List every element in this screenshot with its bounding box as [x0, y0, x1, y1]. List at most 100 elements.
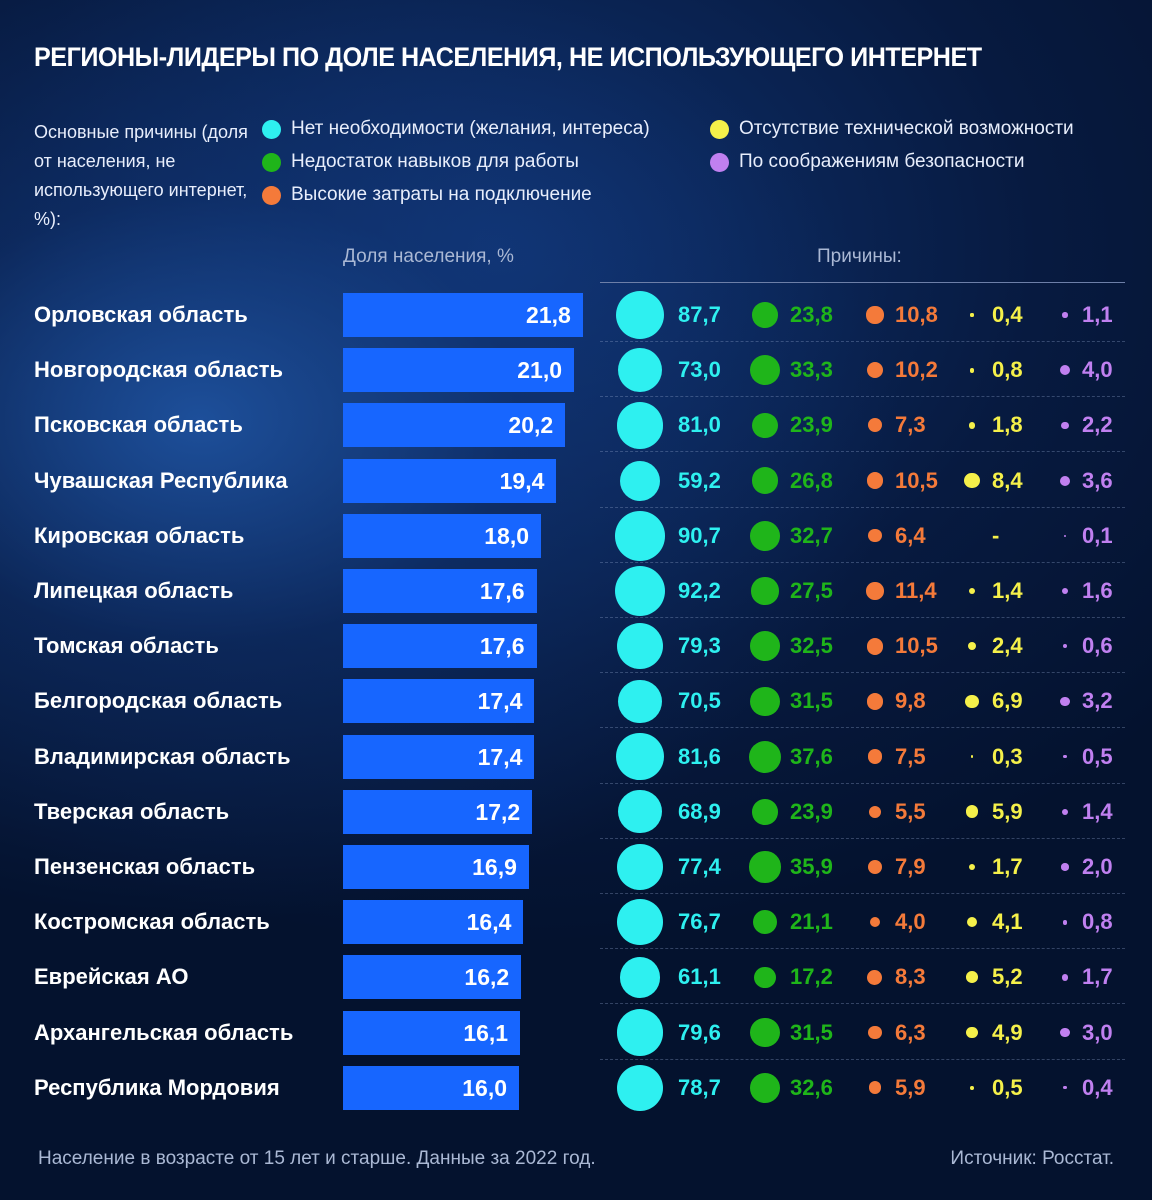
technical-value: 0,4 — [992, 302, 1023, 327]
chart-title: РЕГИОНЫ-ЛИДЕРЫ ПО ДОЛЕ НАСЕЛЕНИЯ, НЕ ИСП… — [34, 42, 982, 72]
costs-bubble — [866, 306, 884, 324]
row-divider — [600, 893, 1125, 894]
costs-bubble — [868, 1081, 882, 1095]
skills-bubble — [749, 740, 781, 773]
technical-value: 0,3 — [992, 743, 1023, 769]
skills-bubble — [752, 799, 778, 825]
costs-value: 11,4 — [895, 578, 937, 603]
row-divider — [600, 561, 1125, 563]
security-bubble — [1061, 863, 1069, 871]
technical-value: 0,8 — [992, 357, 1023, 383]
security-value: 1,7 — [1082, 964, 1113, 990]
technical-bubble — [970, 1085, 974, 1090]
no-need-bubble — [615, 290, 665, 340]
costs-value: 9,8 — [895, 688, 926, 714]
costs-value: 8,3 — [895, 964, 926, 990]
share-value: 16,2 — [464, 964, 510, 991]
region-name: Республика Мордовия — [34, 1074, 280, 1100]
security-bubble — [1063, 754, 1067, 759]
security-value: 4,0 — [1082, 357, 1113, 383]
security-value: 0,4 — [1082, 1074, 1113, 1100]
skills-value: 33,3 — [790, 357, 833, 383]
table-row: Костромская область 16,4 76,7 21,1 4,0 4,1 0,… — [0, 894, 1152, 950]
legend-item-costs: Высокие затраты на подключение — [262, 184, 592, 206]
technical-bubble — [970, 313, 974, 317]
skills-value: 31,5 — [790, 1019, 833, 1045]
skills-bubble — [749, 355, 781, 386]
security-bubble — [1061, 421, 1069, 430]
no-need-bubble — [616, 1064, 664, 1111]
share-bar: 18,0 — [343, 513, 541, 558]
region-name: Владимирская область — [34, 743, 291, 769]
security-bubble — [1062, 919, 1068, 925]
header-divider — [600, 282, 1125, 283]
skills-value: 21,1 — [790, 909, 833, 935]
region-name: Томская область — [34, 633, 219, 659]
share-value: 16,1 — [463, 1019, 509, 1046]
region-name: Кировская область — [34, 522, 245, 548]
row-divider — [600, 451, 1125, 453]
costs-bubble — [866, 472, 884, 490]
share-bar: 16,4 — [343, 900, 524, 945]
security-bubble — [1059, 364, 1071, 376]
skills-bubble — [750, 1072, 780, 1103]
costs-value: 10,5 — [895, 633, 938, 659]
security-bubble — [1060, 475, 1070, 486]
share-value: 21,8 — [526, 302, 571, 328]
security-value: 2,0 — [1082, 854, 1113, 879]
share-value: 16,9 — [472, 854, 517, 880]
footer-note: Население в возрасте от 15 лет и старше.… — [38, 1148, 596, 1169]
share-value: 16,0 — [462, 1074, 507, 1101]
technical-bubble — [966, 971, 978, 984]
region-name: Архангельская область — [34, 1019, 294, 1045]
table-row: Еврейская АО 16,2 61,1 17,2 8,3 5,2 1,7 — [0, 949, 1152, 1005]
row-divider — [600, 837, 1125, 839]
costs-bubble — [868, 1026, 882, 1040]
security-value: 0,1 — [1082, 522, 1113, 548]
table-row: Томская область 17,6 79,3 32,5 10,5 2,4 0,6 — [0, 618, 1152, 674]
no-need-value: 61,1 — [678, 964, 721, 990]
security-value: 0,8 — [1082, 909, 1113, 935]
table-row: Кировская область 18,0 90,7 32,7 6,4 - 0,1 — [0, 508, 1152, 563]
no-need-bubble — [618, 679, 662, 724]
table-row: Чувашская Республика 19,4 59,2 26,8 10,5 8,4… — [0, 453, 1152, 508]
security-value: 3,2 — [1082, 688, 1113, 714]
table-row: Липецкая область 17,6 92,2 27,5 11,4 1,4 1,6 — [0, 563, 1152, 618]
costs-value: 6,4 — [895, 522, 926, 548]
share-value: 17,2 — [475, 798, 521, 825]
green-dot-icon — [262, 152, 281, 172]
costs-bubble — [867, 749, 883, 764]
region-name: Белгородская область — [34, 688, 283, 714]
row-divider — [600, 341, 1125, 342]
technical-bubble — [966, 916, 978, 928]
technical-bubble — [964, 473, 980, 489]
costs-value: 7,3 — [895, 412, 926, 438]
share-bar: 17,4 — [343, 679, 535, 724]
table-row: Архангельская область 16,1 79,6 31,5 6,3 4,9… — [0, 1005, 1152, 1060]
share-bar: 16,0 — [343, 1065, 519, 1110]
security-bubble — [1060, 1028, 1070, 1038]
skills-bubble — [750, 520, 780, 551]
costs-bubble — [866, 637, 884, 655]
share-bar: 17,6 — [343, 624, 537, 669]
region-name: Пензенская область — [34, 854, 256, 879]
skills-value: 32,7 — [790, 522, 833, 548]
no-need-value: 79,6 — [678, 1019, 721, 1045]
technical-value: 1,7 — [992, 854, 1023, 879]
no-need-value: 76,7 — [678, 909, 721, 935]
no-need-bubble — [617, 844, 663, 890]
security-bubble — [1062, 644, 1067, 649]
row-divider — [600, 1058, 1125, 1060]
region-name: Орловская область — [34, 302, 248, 327]
row-divider — [600, 782, 1125, 784]
technical-value: 5,9 — [992, 798, 1023, 824]
no-need-value: 81,0 — [678, 412, 721, 438]
skills-value: 23,9 — [790, 798, 833, 824]
technical-bubble — [968, 421, 976, 429]
costs-bubble — [867, 969, 883, 985]
share-value: 20,2 — [508, 412, 554, 439]
share-value: 17,6 — [479, 633, 525, 660]
share-value: 21,0 — [517, 357, 562, 384]
security-value: 1,1 — [1082, 302, 1113, 327]
technical-bubble — [969, 367, 975, 373]
